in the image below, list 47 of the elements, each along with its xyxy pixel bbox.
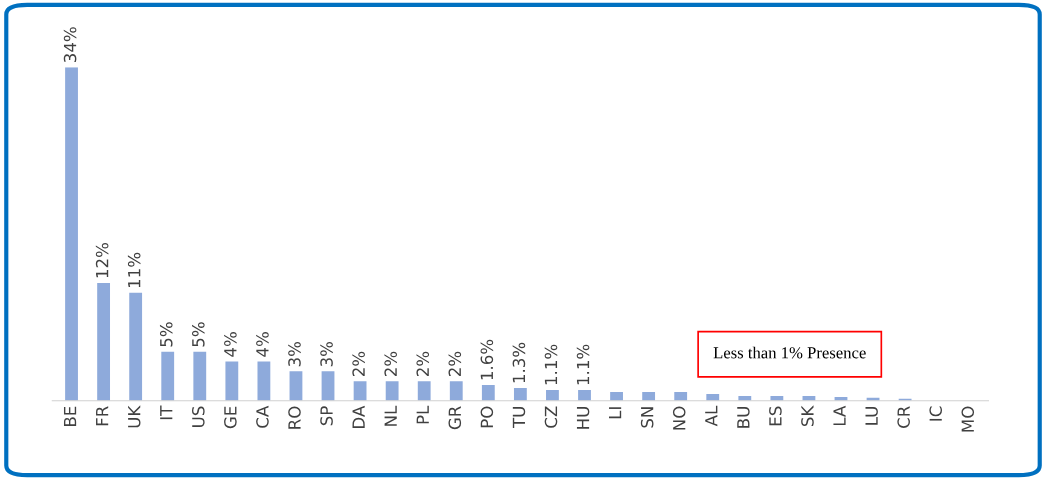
data-label: 5% [192,322,205,347]
data-label: 2% [448,351,462,377]
x-tick-label: DA [352,405,365,428]
x-tick-label: PL [416,405,429,424]
data-label: 11% [127,252,141,288]
x-tick-label: LI [609,407,622,419]
x-tick-label: GE [224,406,237,429]
x-tick-label: CZ [544,406,558,428]
x-tick-label: RO [288,406,301,429]
x-tick-label: BE [63,406,77,426]
data-label: 1.6% [480,339,494,380]
x-tick-label: FR [96,406,109,426]
x-tick-label: AL [705,405,718,427]
annotation: Less than 1% Presence [713,346,866,359]
data-label: 1.3% [512,342,526,383]
data-label: 12% [95,243,109,278]
x-tick-label: TU [512,407,526,429]
x-tick-label: PO [480,406,494,428]
x-tick-label: GR [448,406,462,430]
data-label: 3% [288,341,301,367]
x-tick-label: IT [160,405,173,420]
x-tick-label: CA [256,405,269,428]
data-label: 3% [320,341,333,367]
x-tick-label: SN [640,407,654,428]
x-tick-label: LU [865,407,878,425]
x-tick-label: HU [576,407,590,429]
data-label: 4% [256,332,269,357]
x-tick-label: NL [384,405,397,426]
data-label: 34% [63,27,77,62]
data-label: 4% [224,332,237,357]
data-label: 2% [352,351,365,377]
x-tick-label: NO [672,406,686,430]
x-tick-label: UK [128,405,141,428]
data-label: 1.1% [576,344,590,385]
x-tick-label: SP [320,406,333,426]
x-tick-label: LA [833,405,846,426]
x-tick-label: US [192,406,205,427]
data-label: 2% [384,351,397,377]
x-tick-label: MO [961,406,975,432]
data-label: 5% [159,322,173,347]
x-tick-label: CR [897,406,910,428]
x-tick-label: IC [929,406,943,421]
x-tick-label: BU [737,407,750,428]
data-label: 2% [416,351,430,377]
data-label: 1.1% [544,344,558,385]
x-tick-label: SK [801,405,814,427]
x-tick-label: ES [769,406,782,426]
